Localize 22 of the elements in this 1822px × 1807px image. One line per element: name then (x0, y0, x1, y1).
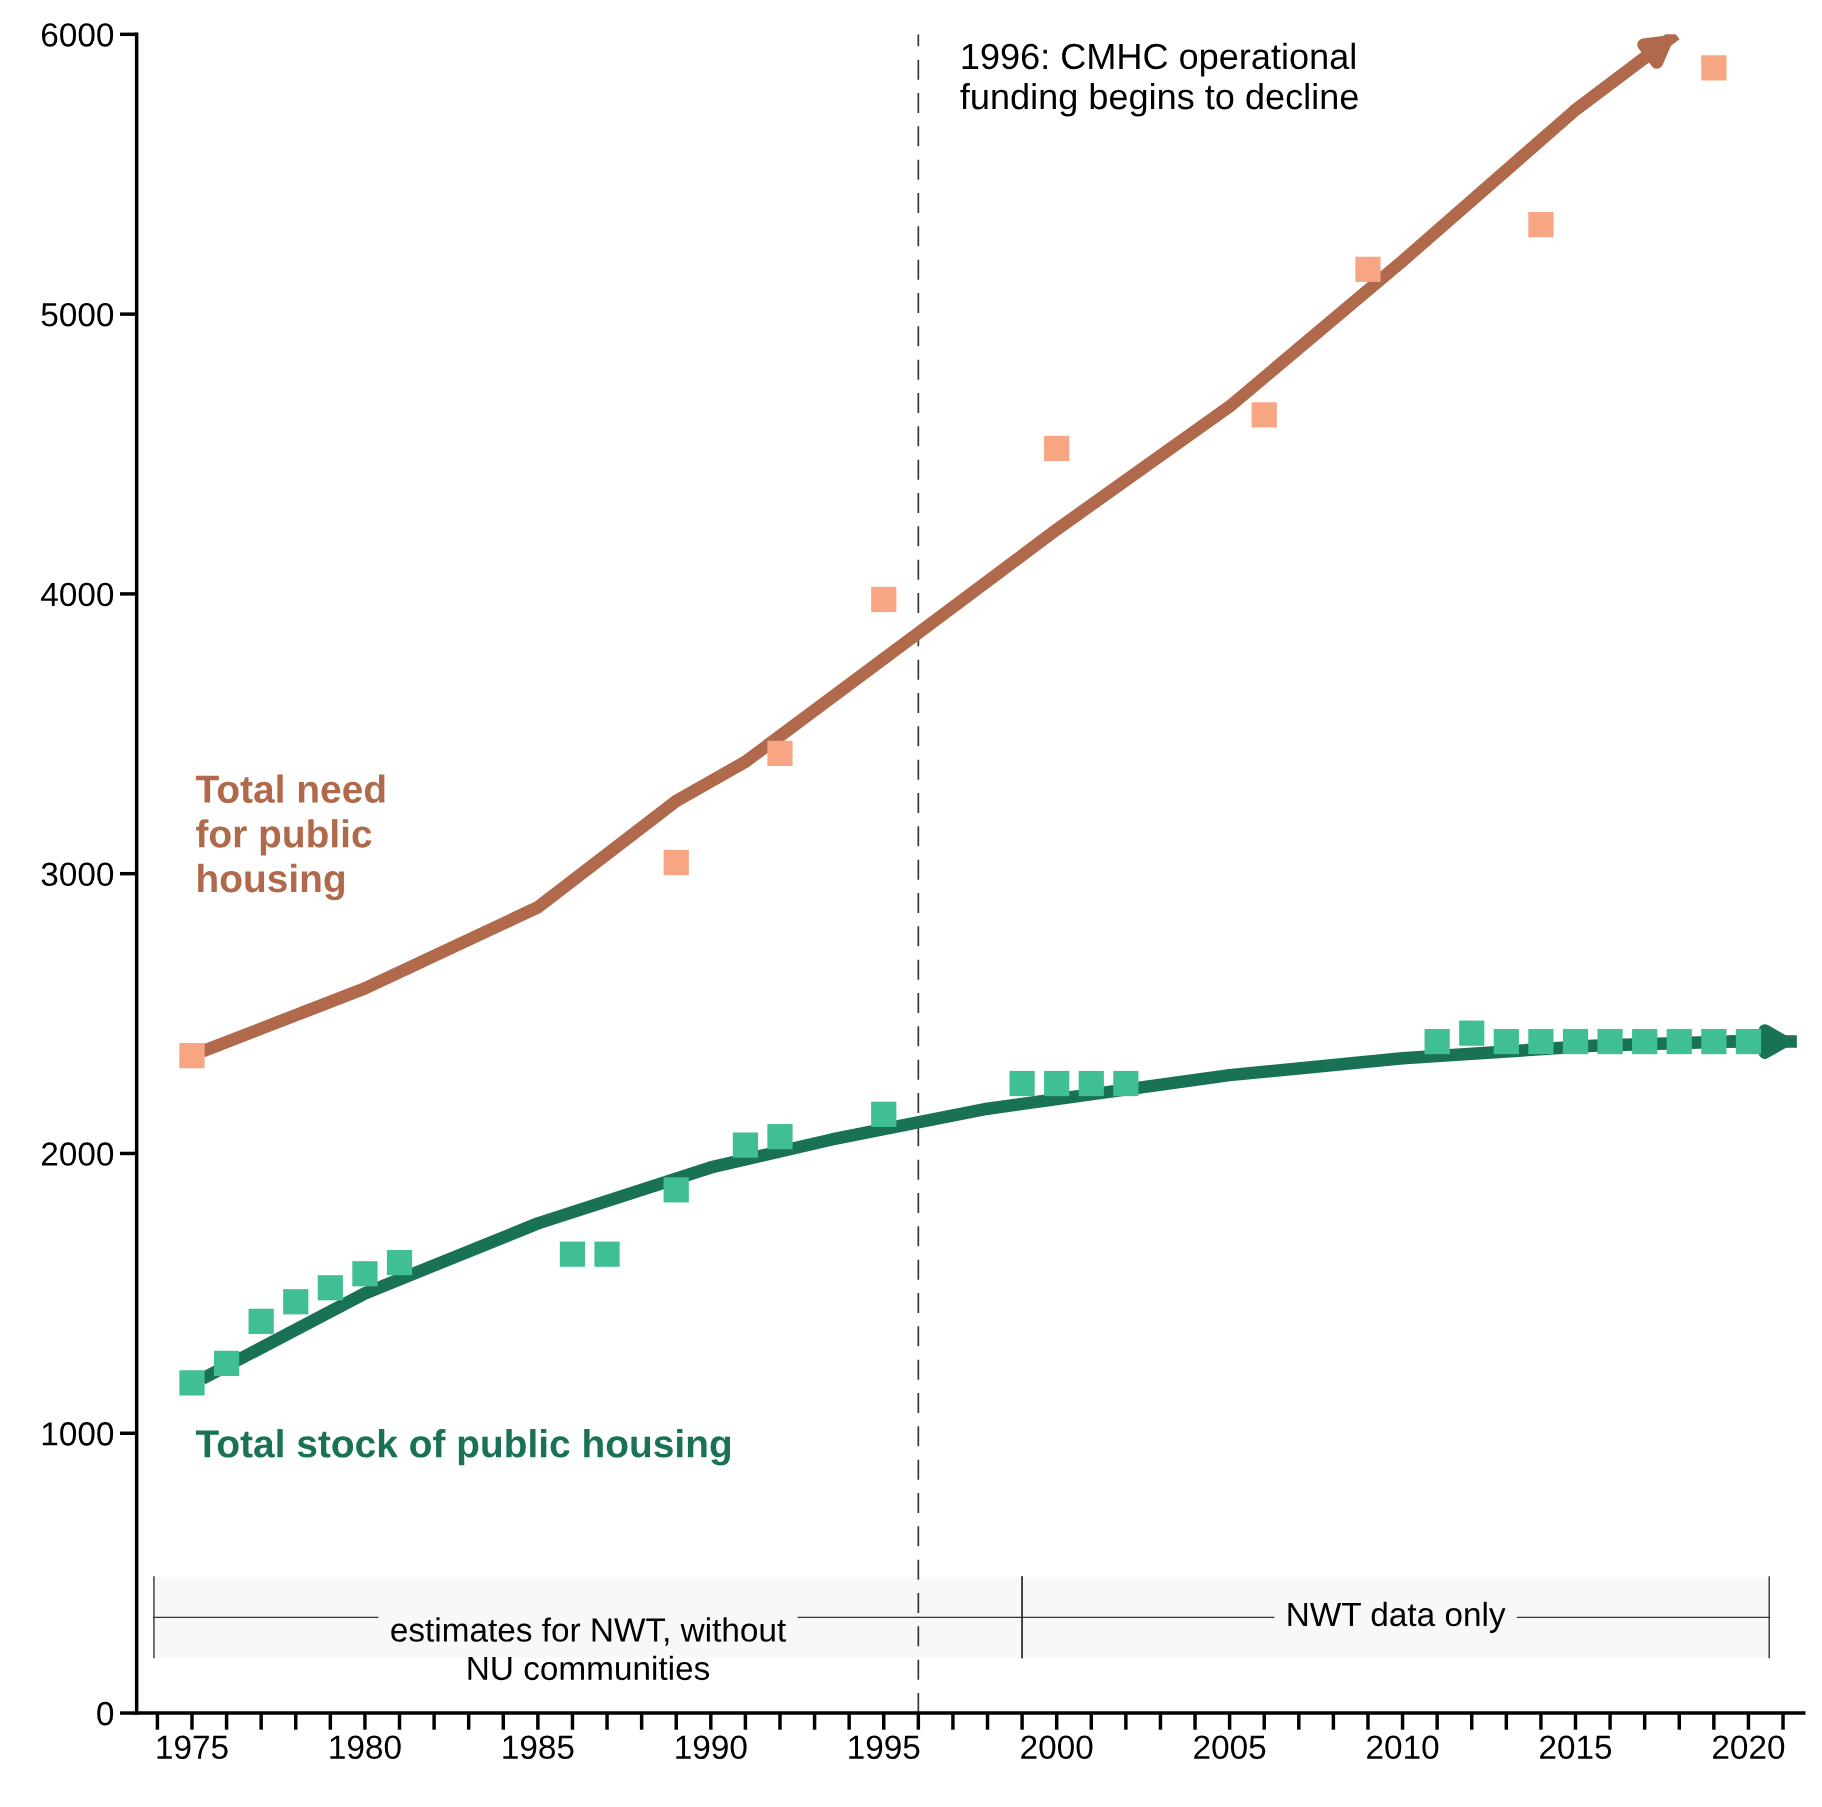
x-tick-label: 2020 (1713, 1735, 1785, 1760)
x-tick-label: 1990 (676, 1735, 747, 1760)
x-tick-label: 1980 (330, 1735, 401, 1760)
y-tick-label: 5000 (41, 302, 114, 327)
x-tick-label: 2000 (1021, 1735, 1093, 1760)
x-tick-label: 1995 (849, 1735, 920, 1760)
x-tick-label: 1985 (503, 1735, 574, 1760)
x-tick-label: 2005 (1194, 1735, 1266, 1760)
series-label: Total need for public housing (195, 774, 385, 901)
y-tick-label: 3000 (41, 862, 114, 887)
band-label: NWT data only (1288, 1601, 1506, 1633)
y-tick-label: 2000 (41, 1142, 114, 1166)
x-tick-label: 2015 (1540, 1735, 1612, 1760)
band-label: estimates for NWT, without NU communities (391, 1617, 786, 1681)
ref-line-label: 1996: CMHC operational funding begins to decline (960, 42, 1358, 117)
series-label: Total stock of public housing (195, 1429, 731, 1466)
y-tick-label: 4000 (41, 582, 114, 607)
y-tick-label: 0 (97, 1701, 114, 1726)
x-tick-label: 1975 (157, 1735, 228, 1760)
x-tick-label: 2010 (1367, 1735, 1439, 1760)
y-tick-label: 6000 (41, 23, 114, 47)
y-tick-label: 1000 (42, 1422, 114, 1446)
